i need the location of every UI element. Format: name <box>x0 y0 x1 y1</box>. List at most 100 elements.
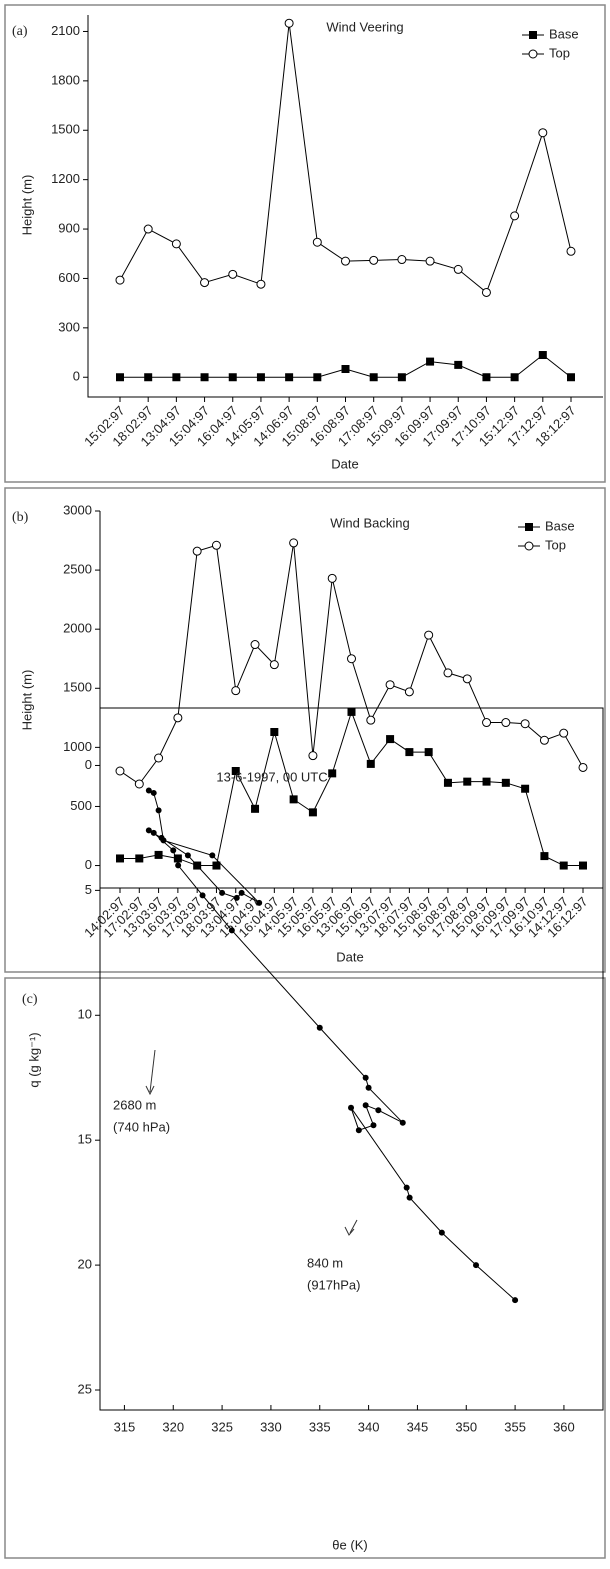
y-tick-label: 600 <box>58 270 80 285</box>
marker <box>566 246 576 256</box>
marker <box>228 373 237 382</box>
marker <box>116 373 124 382</box>
annotation: (917hPa) <box>307 1277 360 1292</box>
marker <box>462 674 472 684</box>
marker <box>443 778 452 787</box>
marker <box>312 237 322 247</box>
y-tick-label: 0 <box>85 757 92 772</box>
marker <box>559 728 569 738</box>
marker <box>341 365 350 374</box>
marker <box>289 538 299 548</box>
point <box>199 892 206 899</box>
marker <box>579 861 587 870</box>
marker <box>173 854 182 863</box>
marker <box>501 778 510 787</box>
legend-label: Base <box>549 26 579 41</box>
point <box>512 1297 519 1304</box>
point <box>438 1229 445 1236</box>
point <box>155 807 162 814</box>
marker <box>231 767 240 775</box>
y-tick-label: 1800 <box>51 72 80 87</box>
marker <box>308 808 317 817</box>
point <box>256 899 263 906</box>
marker <box>559 861 568 870</box>
y-tick-label: 2500 <box>63 562 92 577</box>
annotation: 2680 m <box>113 1097 156 1112</box>
marker <box>538 351 547 360</box>
marker <box>285 373 294 382</box>
y-tick-label: 2000 <box>63 621 92 636</box>
y-tick-label: 25 <box>78 1381 92 1396</box>
marker <box>251 804 260 813</box>
panel-frame <box>4 4 606 483</box>
marker <box>520 719 530 729</box>
marker <box>270 728 279 736</box>
x-tick-label: 325 <box>211 1419 233 1434</box>
plot-frame <box>99 707 604 1411</box>
x-axis-label: Date <box>331 456 358 471</box>
point <box>362 1102 369 1109</box>
marker <box>385 680 395 690</box>
y-axis-label: Height (m) <box>19 175 34 236</box>
y-tick-label: 20 <box>78 1257 92 1272</box>
line <box>119 542 584 785</box>
annotation: (740 hPa) <box>113 1119 170 1134</box>
point <box>150 789 157 796</box>
annotation-arrow <box>349 1219 358 1234</box>
marker <box>347 707 356 716</box>
marker <box>501 718 511 728</box>
point <box>145 787 152 794</box>
legend-label: Base <box>545 518 575 533</box>
x-tick-label: 345 <box>407 1419 429 1434</box>
panel-label: (a) <box>12 24 28 39</box>
y-tick-label: 0 <box>73 369 80 384</box>
marker <box>424 630 434 640</box>
y-tick-label: 10 <box>78 1007 92 1022</box>
marker <box>529 31 537 39</box>
marker <box>116 854 124 863</box>
y-tick-label: 900 <box>58 220 80 235</box>
marker <box>269 660 279 670</box>
marker <box>510 373 519 382</box>
point <box>150 829 157 836</box>
marker <box>256 373 265 382</box>
marker <box>521 784 530 793</box>
point <box>228 927 235 934</box>
x-tick-label: 320 <box>162 1419 184 1434</box>
marker <box>200 373 209 382</box>
marker <box>250 640 260 650</box>
point <box>219 889 226 896</box>
point <box>370 1122 377 1129</box>
legend-label: Top <box>545 537 566 552</box>
panel-label: (b) <box>12 510 29 525</box>
y-axis-label: Height (m) <box>19 670 34 731</box>
marker <box>366 759 375 768</box>
annotation-arrow <box>149 1049 156 1093</box>
marker <box>482 718 492 728</box>
point <box>145 827 152 834</box>
marker <box>454 360 463 369</box>
marker <box>211 540 221 550</box>
marker <box>289 795 298 804</box>
panel-label: (c) <box>22 992 38 1007</box>
marker <box>578 762 588 772</box>
point <box>365 1084 372 1091</box>
line <box>148 789 516 1301</box>
y-tick-label: 15 <box>78 1132 92 1147</box>
point <box>209 852 216 859</box>
x-tick-label: 335 <box>309 1419 331 1434</box>
marker <box>347 654 356 664</box>
marker <box>115 766 125 776</box>
point <box>238 889 245 896</box>
point <box>399 1119 406 1126</box>
y-tick-label: 300 <box>58 319 80 334</box>
marker <box>386 735 395 744</box>
point <box>184 852 191 859</box>
line <box>119 23 572 294</box>
point <box>473 1262 480 1269</box>
marker <box>426 357 435 366</box>
marker <box>510 211 520 221</box>
marker <box>135 854 144 863</box>
y-tick-label: 500 <box>70 798 92 813</box>
marker <box>172 373 181 382</box>
